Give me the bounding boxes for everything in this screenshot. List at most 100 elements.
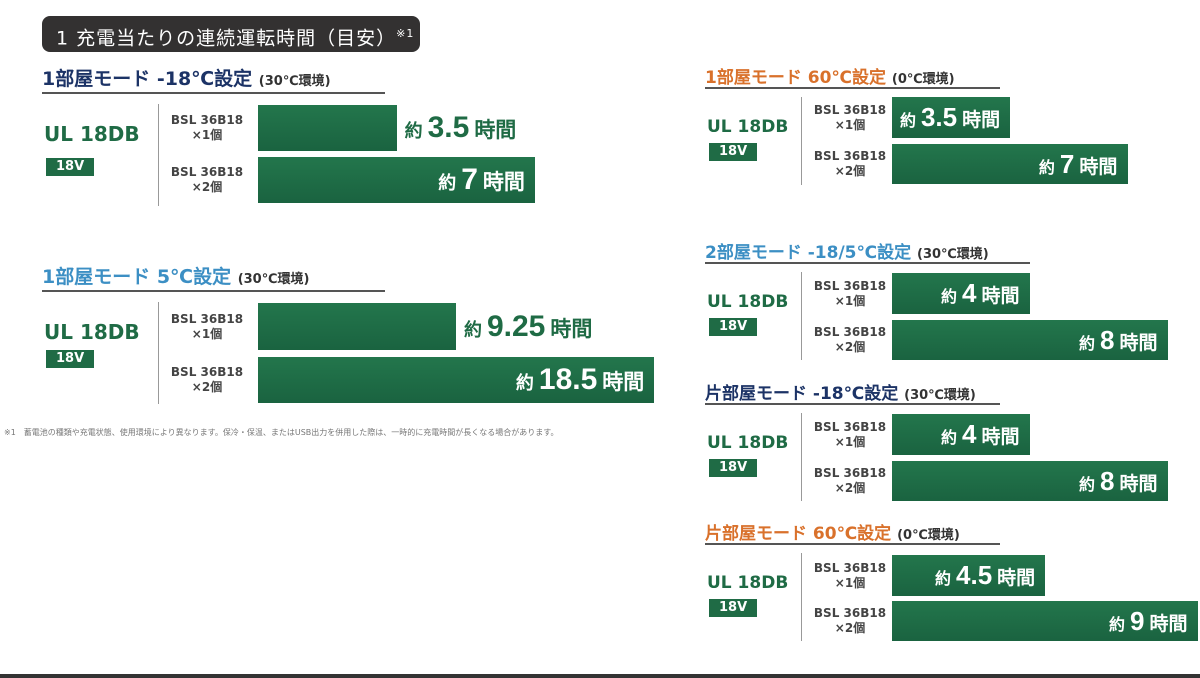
model-name: UL 18DB <box>707 573 789 593</box>
value-unit: 時間 <box>981 285 1020 307</box>
bar-mark <box>892 414 1030 455</box>
value-unit: 時間 <box>482 170 525 194</box>
value-prefix: 約 <box>463 319 482 341</box>
battery-label: BSL 36B18 ×1個 <box>162 312 252 342</box>
value-unit: 時間 <box>1079 155 1118 178</box>
value-label: 約 4.5 時間 <box>935 560 1035 591</box>
battery-count: ×2個 <box>834 164 866 178</box>
battery-model: BSL 36B18 <box>813 606 887 620</box>
panel-underline <box>42 92 385 94</box>
battery-model: BSL 36B18 <box>170 165 244 179</box>
value-unit: 時間 <box>550 316 593 341</box>
panel-title-text: 片部屋モード 60℃設定 <box>705 524 898 544</box>
value-label: 約 4 時間 <box>941 278 1020 309</box>
value-number: 3.5 <box>427 111 470 144</box>
battery-model: BSL 36B18 <box>170 311 244 326</box>
battery-label: BSL 36B18 ×2個 <box>162 365 252 395</box>
value-label: 約 8 時間 <box>1079 325 1158 356</box>
battery-model: BSL 36B18 <box>813 419 887 434</box>
value-prefix: 約 <box>899 111 916 130</box>
value-label: 約 7 時間 <box>1039 149 1118 180</box>
value-number: 18.5 <box>538 363 598 396</box>
vertical-divider <box>158 302 159 404</box>
bar-mark <box>258 303 456 350</box>
value-unit: 時間 <box>997 567 1036 589</box>
panel-env-text: (0℃環境) <box>897 528 960 543</box>
value-prefix: 約 <box>941 428 958 447</box>
voltage-badge: 18V <box>709 318 758 336</box>
footnote: ※1 蓄電池の種類や充電状態、使用環境により異なります。保冷・保温、またはUSB… <box>4 427 558 438</box>
panel-env-text: (30℃環境) <box>904 388 976 403</box>
bottom-divider <box>0 674 1200 678</box>
panel-env-text: (30℃環境) <box>917 247 989 262</box>
value-number: 9.25 <box>486 309 546 343</box>
value-number: 9 <box>1130 605 1145 636</box>
panel-title: 2部屋モード -18/5℃設定 (30℃環境) <box>705 238 989 263</box>
value-label: 約 7 時間 <box>438 163 525 197</box>
battery-label: BSL 36B18 ×2個 <box>162 165 252 195</box>
model-name: UL 18DB <box>707 292 789 312</box>
panel-underline <box>705 403 1000 405</box>
value-number: 4.5 <box>956 560 993 590</box>
panel-title-text: 片部屋モード -18℃設定 <box>705 384 905 404</box>
battery-count: ×1個 <box>834 434 866 449</box>
value-number: 8 <box>1100 465 1115 496</box>
value-unit: 時間 <box>1119 331 1158 354</box>
panel-underline <box>705 87 1000 89</box>
vertical-divider <box>801 272 802 360</box>
battery-count: ×2個 <box>191 380 223 394</box>
battery-count: ×2個 <box>834 481 866 495</box>
battery-label: BSL 36B18 ×1個 <box>805 103 895 133</box>
battery-model: BSL 36B18 <box>813 466 887 480</box>
battery-count: ×1個 <box>191 326 223 341</box>
value-unit: 時間 <box>1119 472 1158 495</box>
battery-count: ×2個 <box>834 621 866 635</box>
battery-count: ×1個 <box>834 575 866 590</box>
battery-model: BSL 36B18 <box>813 560 887 575</box>
footnote-text: 蓄電池の種類や充電状態、使用環境により異なります。保冷・保温、またはUSB出力を… <box>23 428 559 437</box>
panel-env-text: (30℃環境) <box>237 272 310 287</box>
value-number: 8 <box>1100 324 1115 355</box>
voltage-badge: 18V <box>46 350 95 368</box>
bar-mark <box>892 144 1128 184</box>
value-prefix: 約 <box>941 287 958 306</box>
battery-model: BSL 36B18 <box>813 102 887 117</box>
panel-underline <box>705 543 1000 545</box>
voltage-badge: 18V <box>46 158 95 176</box>
panel-underline <box>42 290 385 292</box>
battery-label: BSL 36B18 ×1個 <box>805 420 895 450</box>
value-unit: 時間 <box>981 426 1020 448</box>
value-prefix: 約 <box>1109 614 1126 634</box>
value-label: 約 3.5 時間 <box>405 111 517 145</box>
value-prefix: 約 <box>1038 157 1055 177</box>
battery-label: BSL 36B18 ×1個 <box>805 279 895 309</box>
vertical-divider <box>801 413 802 501</box>
value-label: 約 18.5 時間 <box>516 363 644 397</box>
value-prefix: 約 <box>438 173 457 194</box>
bar-mark <box>892 555 1045 596</box>
vertical-divider <box>158 104 159 206</box>
value-label: 約 8 時間 <box>1079 466 1158 497</box>
battery-label: BSL 36B18 ×2個 <box>805 325 895 355</box>
panel-title-text: 1部屋モード -18℃設定 <box>42 68 259 90</box>
header-banner: 1 充電当たりの連続運転時間（目安）※1 <box>42 16 420 52</box>
bar-mark <box>258 357 654 403</box>
panel-title: 片部屋モード -18℃設定 (30℃環境) <box>705 379 976 404</box>
footnote-mark: ※1 <box>4 428 16 437</box>
value-prefix: 約 <box>1079 474 1096 494</box>
model-name: UL 18DB <box>44 122 140 146</box>
panel-title: 1部屋モード 60℃設定 (0℃環境) <box>705 63 955 88</box>
bar-mark <box>892 461 1168 501</box>
value-label: 約 9.25 時間 <box>464 310 592 344</box>
header-note-mark: ※1 <box>396 27 415 40</box>
battery-model: BSL 36B18 <box>813 278 887 293</box>
value-label: 約 4 時間 <box>941 419 1020 450</box>
panel-title-text: 2部屋モード -18/5℃設定 <box>705 243 918 263</box>
value-number: 7 <box>461 163 478 196</box>
model-name: UL 18DB <box>44 320 140 344</box>
vertical-divider <box>801 97 802 185</box>
bar-mark <box>892 273 1030 314</box>
battery-count: ×2個 <box>191 180 223 194</box>
value-prefix: 約 <box>404 121 423 142</box>
